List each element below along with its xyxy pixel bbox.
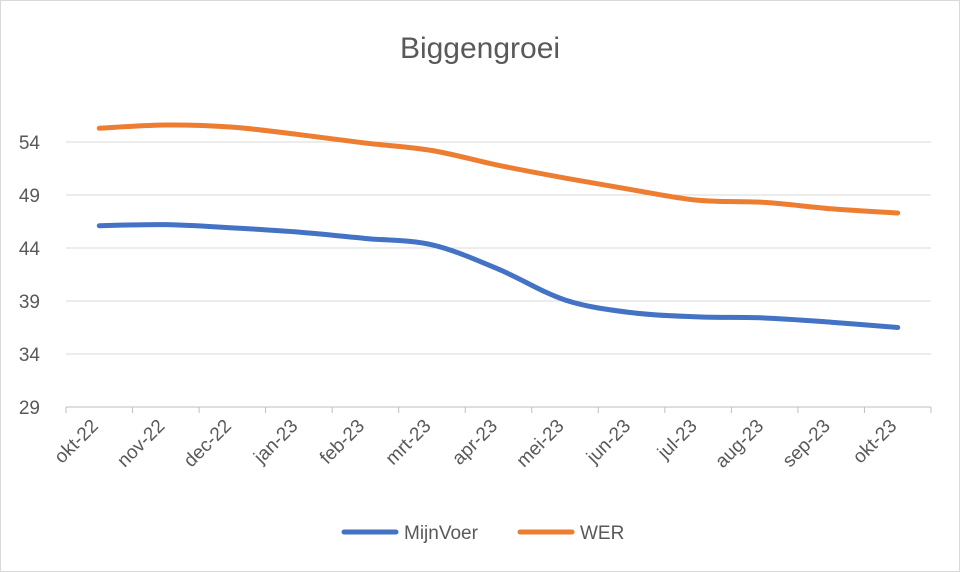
legend-label: WER (580, 523, 624, 544)
legend-label: MijnVoer (404, 523, 479, 544)
series-line-mijnvoer (96, 222, 901, 330)
x-tick-label: okt-23 (849, 416, 901, 468)
y-tick-label: 54 (19, 133, 41, 154)
x-tick-label: aug-23 (711, 416, 768, 473)
y-tick-label: 34 (19, 345, 41, 366)
x-axis (65, 406, 932, 413)
series-lines (96, 122, 901, 330)
x-tick-label: okt-22 (51, 416, 103, 468)
x-tick-label: dec-22 (180, 416, 236, 472)
y-tick-label: 29 (19, 398, 40, 419)
x-tick-label: mrt-23 (382, 416, 436, 470)
chart-title: Biggengroei (400, 32, 560, 65)
x-tick-label: sep-23 (779, 416, 835, 472)
x-tick-label: feb-23 (316, 416, 369, 469)
x-tick-label: jul-23 (653, 416, 701, 464)
x-tick-label: apr-23 (448, 416, 502, 470)
x-tick-label: mei-23 (513, 416, 569, 472)
x-tick-label: jun-23 (582, 416, 635, 469)
legend: MijnVoer WER (341, 523, 624, 544)
x-tick-label: nov-22 (113, 416, 169, 472)
x-tick-label: jan-23 (250, 416, 303, 469)
x-axis-ticks: okt-22 nov-22 dec-22 jan-23 feb-23 mrt-23 apr-… (51, 416, 902, 473)
gridlines (66, 141, 931, 355)
y-axis-ticks: 29 34 39 44 49 54 (19, 133, 41, 419)
y-tick-label: 44 (19, 239, 41, 260)
y-tick-label: 49 (19, 186, 40, 207)
y-tick-label: 39 (19, 292, 40, 313)
series-line-wer (96, 122, 901, 216)
